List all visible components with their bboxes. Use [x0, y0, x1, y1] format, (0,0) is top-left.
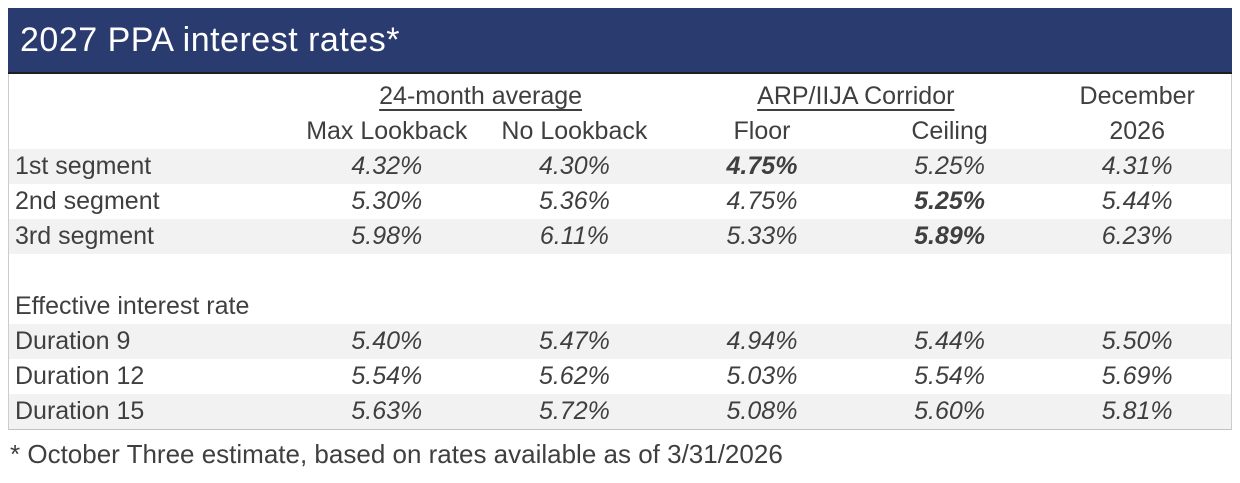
col-group-arp-iija-corridor-label: ARP/IIJA Corridor [757, 82, 955, 110]
row-label: Duration 15 [15, 397, 145, 425]
rates-table-grid: 24-month average ARP/IIJA Corridor Decem… [9, 74, 1231, 429]
sub-header-empty [9, 113, 293, 149]
col-header-no-lookback: No Lookback [501, 116, 648, 145]
value-cell: 5.89% [914, 222, 986, 250]
footnote: * October Three estimate, based on rates… [10, 439, 783, 469]
value-cell [293, 254, 481, 289]
row-label: Effective interest rate [15, 292, 250, 320]
value-cell [1043, 289, 1231, 324]
value-cell: 5.63% [351, 397, 423, 425]
col-group-24-month-average-label: 24-month average [379, 82, 583, 110]
value-cell: 5.44% [914, 327, 986, 355]
value-cell: 4.30% [538, 152, 610, 180]
value-cell [856, 254, 1044, 289]
row-label: Duration 9 [15, 327, 131, 355]
value-cell: 4.31% [1101, 152, 1173, 180]
col-header-december-2026: 2026 [1109, 116, 1165, 145]
col-group-december: December [1043, 74, 1231, 113]
value-cell: 4.75% [726, 152, 798, 180]
table-row: Duration 12 5.54% 5.62% 5.03% 5.54% 5.69% [9, 359, 1231, 394]
col-group-arp-iija-corridor: ARP/IIJA Corridor [668, 74, 1043, 113]
col-header-ceiling: Ceiling [911, 116, 988, 145]
row-label: 3rd segment [15, 222, 154, 250]
row-label: 2nd segment [15, 187, 160, 215]
value-cell: 5.98% [351, 222, 423, 250]
table-row: 2nd segment 5.30% 5.36% 4.75% 5.25% 5.44% [9, 184, 1231, 219]
row-label [9, 254, 293, 289]
value-cell: 4.94% [726, 327, 798, 355]
value-cell [856, 289, 1044, 324]
value-cell: 5.72% [538, 397, 610, 425]
value-cell: 4.75% [726, 187, 798, 215]
value-cell: 5.69% [1101, 362, 1173, 390]
col-group-december-label: December [1079, 82, 1195, 110]
value-cell: 5.08% [726, 397, 798, 425]
row-label: 1st segment [15, 152, 152, 180]
value-cell: 5.33% [726, 222, 798, 250]
value-cell: 5.44% [1101, 187, 1173, 215]
table-row: 3rd segment 5.98% 6.11% 5.33% 5.89% 6.23% [9, 219, 1231, 254]
group-header-empty [9, 74, 293, 113]
value-cell: 5.03% [726, 362, 798, 390]
value-cell [293, 289, 481, 324]
value-cell: 5.60% [914, 397, 986, 425]
table-body: 1st segment 4.32% 4.30% 4.75% 5.25% 4.31% 2nd … [9, 149, 1231, 429]
value-cell: 6.11% [539, 222, 609, 250]
table-header: 24-month average ARP/IIJA Corridor Decem… [9, 74, 1231, 149]
value-cell: 5.40% [351, 327, 423, 355]
value-cell: 5.25% [914, 152, 986, 180]
table-row: Duration 9 5.40% 5.47% 4.94% 5.44% 5.50% [9, 324, 1231, 359]
value-cell: 5.81% [1101, 397, 1173, 425]
value-cell: 5.25% [914, 187, 986, 215]
col-header-floor: Floor [733, 116, 791, 145]
group-header-row: 24-month average ARP/IIJA Corridor Decem… [9, 74, 1231, 113]
section-label-row: Effective interest rate [9, 289, 1231, 324]
value-cell: 5.47% [538, 327, 610, 355]
value-cell: 4.32% [351, 152, 423, 180]
value-cell: 5.36% [538, 187, 610, 215]
value-cell: 6.23% [1101, 222, 1173, 250]
table-row: Duration 15 5.63% 5.72% 5.08% 5.60% 5.81% [9, 394, 1231, 429]
col-header-max-lookback: Max Lookback [306, 116, 468, 145]
row-label: Duration 12 [15, 362, 145, 390]
value-cell: 5.54% [351, 362, 423, 390]
sub-header-row: Max Lookback No Lookback Floor Ceiling 2… [9, 113, 1231, 149]
page-title: 2027 PPA interest rates* [20, 20, 400, 59]
value-cell [668, 289, 856, 324]
value-cell [481, 254, 669, 289]
value-cell: 5.62% [538, 362, 610, 390]
value-cell: 5.54% [914, 362, 986, 390]
rates-table: 24-month average ARP/IIJA Corridor Decem… [8, 74, 1232, 430]
spacer-row [9, 254, 1231, 289]
value-cell [481, 289, 669, 324]
value-cell [1043, 254, 1231, 289]
col-group-24-month-average: 24-month average [293, 74, 668, 113]
title-bar: 2027 PPA interest rates* [8, 8, 1232, 74]
value-cell [668, 254, 856, 289]
value-cell: 5.30% [351, 187, 423, 215]
value-cell: 5.50% [1101, 327, 1173, 355]
table-row: 1st segment 4.32% 4.30% 4.75% 5.25% 4.31% [9, 149, 1231, 184]
